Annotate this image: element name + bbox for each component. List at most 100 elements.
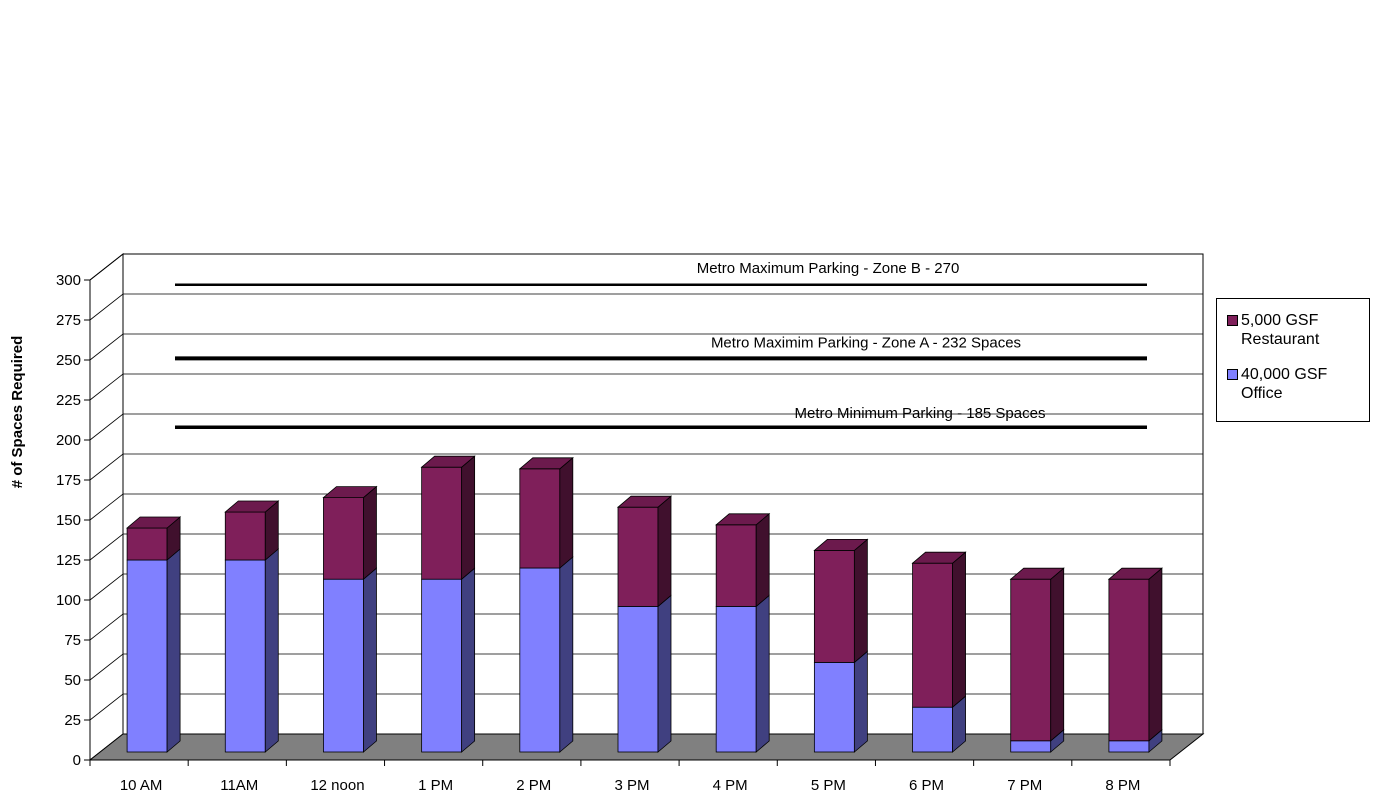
bar-side bbox=[755, 512, 770, 608]
bar-side bbox=[559, 456, 574, 569]
bar-top bbox=[518, 457, 574, 470]
x-tick-label: 7 PM bbox=[1007, 777, 1042, 794]
bar-front bbox=[912, 562, 953, 708]
bar-segment-restaurant bbox=[616, 495, 673, 608]
y-tick-label: 25 bbox=[64, 712, 81, 729]
bar-front bbox=[617, 506, 659, 607]
bar-side bbox=[952, 551, 966, 709]
bar-segment-office bbox=[519, 556, 574, 753]
bar-side bbox=[363, 567, 377, 753]
bar-segment-restaurant bbox=[420, 455, 476, 581]
bar-side bbox=[1050, 567, 1065, 742]
bar-top bbox=[911, 551, 967, 564]
y-axis: 0 25 50 75 100 125 150 175 200 225 250 275 300 bbox=[56, 272, 91, 769]
bar-top bbox=[616, 495, 673, 508]
bar-top bbox=[322, 486, 378, 499]
y-tick-label: 275 bbox=[56, 312, 81, 329]
gridline bbox=[89, 533, 1203, 561]
x-tick-label: 10 AM bbox=[120, 777, 163, 794]
bar-segment-office bbox=[617, 594, 672, 753]
bar-segment-restaurant bbox=[518, 456, 574, 569]
bar-side bbox=[853, 650, 868, 753]
reference-line-label: Metro Maximum Parking - Zone B - 270 bbox=[697, 260, 960, 277]
x-tick-label: 8 PM bbox=[1105, 777, 1140, 794]
bar-front bbox=[1010, 578, 1052, 742]
bar-front bbox=[224, 511, 266, 561]
x-tick-label: 3 PM bbox=[614, 777, 649, 794]
bar-segment-office bbox=[912, 695, 966, 753]
bar-top bbox=[1009, 567, 1065, 580]
bar-segment-office bbox=[224, 548, 279, 753]
y-tick-label: 300 bbox=[56, 272, 81, 289]
bar-front bbox=[126, 527, 168, 561]
bar-side bbox=[657, 495, 672, 608]
bar-side bbox=[166, 548, 181, 753]
x-tick-label: 2 PM bbox=[516, 777, 551, 794]
bar-segment-office bbox=[421, 567, 476, 753]
bar-front bbox=[912, 706, 953, 753]
bar-segment-restaurant bbox=[715, 512, 771, 608]
bar-front bbox=[224, 559, 266, 753]
y-tick-label: 0 bbox=[73, 752, 81, 769]
legend-label-office: 40,000 GSF Office bbox=[1241, 366, 1328, 402]
bar-front bbox=[715, 606, 757, 753]
bar-segment-restaurant bbox=[1107, 567, 1164, 742]
bar-front bbox=[323, 578, 364, 753]
legend-swatch-restaurant bbox=[1227, 315, 1238, 326]
bar-front bbox=[126, 559, 168, 753]
legend-label-restaurant: 5,000 GSF Restaurant bbox=[1241, 312, 1320, 348]
bar-segment-office bbox=[813, 650, 868, 753]
bar-side bbox=[559, 556, 574, 753]
legend-item-restaurant: 5,000 GSF Restaurant bbox=[1227, 311, 1369, 349]
bar-front bbox=[1108, 740, 1150, 753]
bar-segment-restaurant bbox=[1009, 567, 1065, 742]
bar-side bbox=[657, 594, 672, 753]
reference-line-label: Metro Minimum Parking - 185 Spaces bbox=[795, 405, 1046, 422]
legend-swatch-office bbox=[1227, 369, 1238, 380]
bar-front bbox=[813, 662, 855, 753]
y-tick-label: 175 bbox=[56, 472, 81, 489]
gridline bbox=[89, 333, 1203, 361]
legend: 5,000 GSF Restaurant 40,000 GSF Office bbox=[1216, 298, 1370, 422]
bar-front bbox=[1108, 578, 1150, 742]
bars bbox=[125, 455, 1164, 753]
bar-side bbox=[363, 485, 377, 581]
bar-front bbox=[519, 468, 561, 569]
y-axis-label: # of Spaces Required bbox=[9, 336, 26, 489]
bar-side bbox=[461, 567, 476, 753]
bar-top bbox=[224, 500, 280, 513]
bar-side bbox=[755, 594, 770, 753]
bar-front bbox=[421, 466, 463, 580]
bar-side bbox=[853, 538, 868, 664]
bar-top bbox=[715, 513, 771, 526]
x-tick-label: 1 PM bbox=[418, 777, 453, 794]
x-tick-label: 12 noon bbox=[310, 777, 364, 794]
bar-front bbox=[813, 550, 855, 663]
bar-front bbox=[715, 524, 757, 607]
bar-segment-office bbox=[323, 567, 377, 753]
bar-front bbox=[617, 606, 659, 753]
bar-front bbox=[519, 567, 561, 753]
gridline bbox=[89, 493, 1203, 521]
y-tick-label: 50 bbox=[64, 672, 81, 689]
x-tick-label: 11AM bbox=[220, 777, 258, 794]
gridline bbox=[89, 293, 1203, 321]
bar-top bbox=[420, 455, 476, 468]
y-tick-label: 200 bbox=[56, 432, 81, 449]
y-tick-label: 100 bbox=[56, 592, 81, 609]
bar-segment-restaurant bbox=[322, 485, 378, 581]
bar-front bbox=[323, 497, 364, 580]
bar-side bbox=[264, 548, 279, 753]
x-tick-label: 6 PM bbox=[909, 777, 944, 794]
x-tick-label: 4 PM bbox=[713, 777, 748, 794]
bar-top bbox=[1107, 567, 1164, 580]
y-tick-label: 225 bbox=[56, 392, 81, 409]
reference-line-label: Metro Maximim Parking - Zone A - 232 Spa… bbox=[711, 334, 1021, 351]
y-tick-label: 75 bbox=[64, 632, 81, 649]
x-axis: 10 AM 11AM 12 noon 1 PM 2 PM 3 PM 4 PM 5 PM 6 PM… bbox=[89, 759, 1171, 794]
bar-segment-restaurant bbox=[911, 551, 967, 709]
bar-segment-restaurant bbox=[224, 500, 280, 561]
bar-front bbox=[1010, 740, 1052, 753]
bar-top bbox=[813, 539, 869, 551]
